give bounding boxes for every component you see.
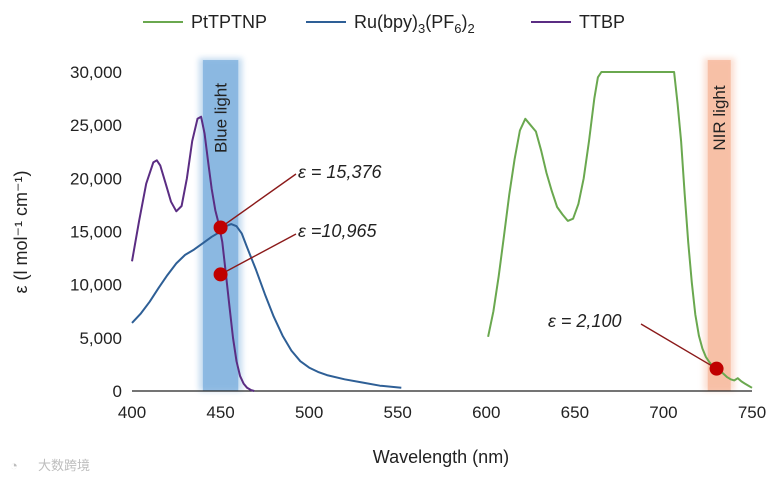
- x-tick-label: 550: [384, 403, 412, 422]
- annotation-label: ε = 15,376: [298, 162, 382, 182]
- x-tick-label: 700: [649, 403, 677, 422]
- series-lines: [131, 71, 753, 392]
- annotation-leader: [220, 233, 297, 276]
- y-tick-label: 5,000: [79, 329, 122, 348]
- annotation-leader: [220, 173, 297, 229]
- series-line-pttptnp: [487, 71, 753, 389]
- axes: 400 450 500 550 600 650 700 750 0 5,000 10,000 15,0…: [70, 63, 766, 422]
- annotation-leader: [640, 323, 717, 370]
- x-axis-label: Wavelength (nm): [373, 447, 509, 467]
- y-tick-label: 20,000: [70, 169, 122, 188]
- annotation-point: [213, 267, 228, 282]
- legend: PtTPTNP Ru(bpy)3(PF6)2 TTBP: [143, 12, 625, 36]
- watermark-icon: ◔: [10, 458, 18, 473]
- highlight-bands: Blue light NIR light: [198, 58, 735, 391]
- y-tick-label: 10,000: [70, 276, 122, 295]
- x-tick-label: 450: [206, 403, 234, 422]
- annotations: ε = 15,376 ε =10,965 ε = 2,100: [213, 162, 724, 376]
- y-tick-label: 0: [113, 382, 122, 401]
- legend-label: Ru(bpy)3(PF6)2: [354, 12, 475, 36]
- legend-label: TTBP: [579, 12, 625, 32]
- y-axis-label: ε (l mol⁻¹ cm⁻¹): [11, 170, 31, 293]
- x-tick-label: 600: [472, 403, 500, 422]
- x-tick-label: 750: [738, 403, 766, 422]
- x-tick-label: 650: [561, 403, 589, 422]
- band-label-blue: Blue light: [212, 83, 231, 153]
- series-line-rubpy3pf62: [131, 223, 402, 389]
- band-label-nir: NIR light: [710, 85, 729, 150]
- legend-label: PtTPTNP: [191, 12, 267, 32]
- x-tick-label: 500: [295, 403, 323, 422]
- y-tick-label: 30,000: [70, 63, 122, 82]
- annotation-point: [213, 220, 228, 235]
- band-nir: [707, 60, 731, 391]
- series-line-ttbp: [131, 115, 255, 392]
- annotation-label: ε =10,965: [298, 221, 377, 241]
- annotation-label: ε = 2,100: [548, 311, 621, 331]
- watermark: 大数跨境: [38, 458, 90, 473]
- y-tick-label: 25,000: [70, 116, 122, 135]
- x-tick-label: 400: [118, 403, 146, 422]
- annotation-point: [709, 361, 724, 376]
- y-tick-label: 15,000: [70, 223, 122, 242]
